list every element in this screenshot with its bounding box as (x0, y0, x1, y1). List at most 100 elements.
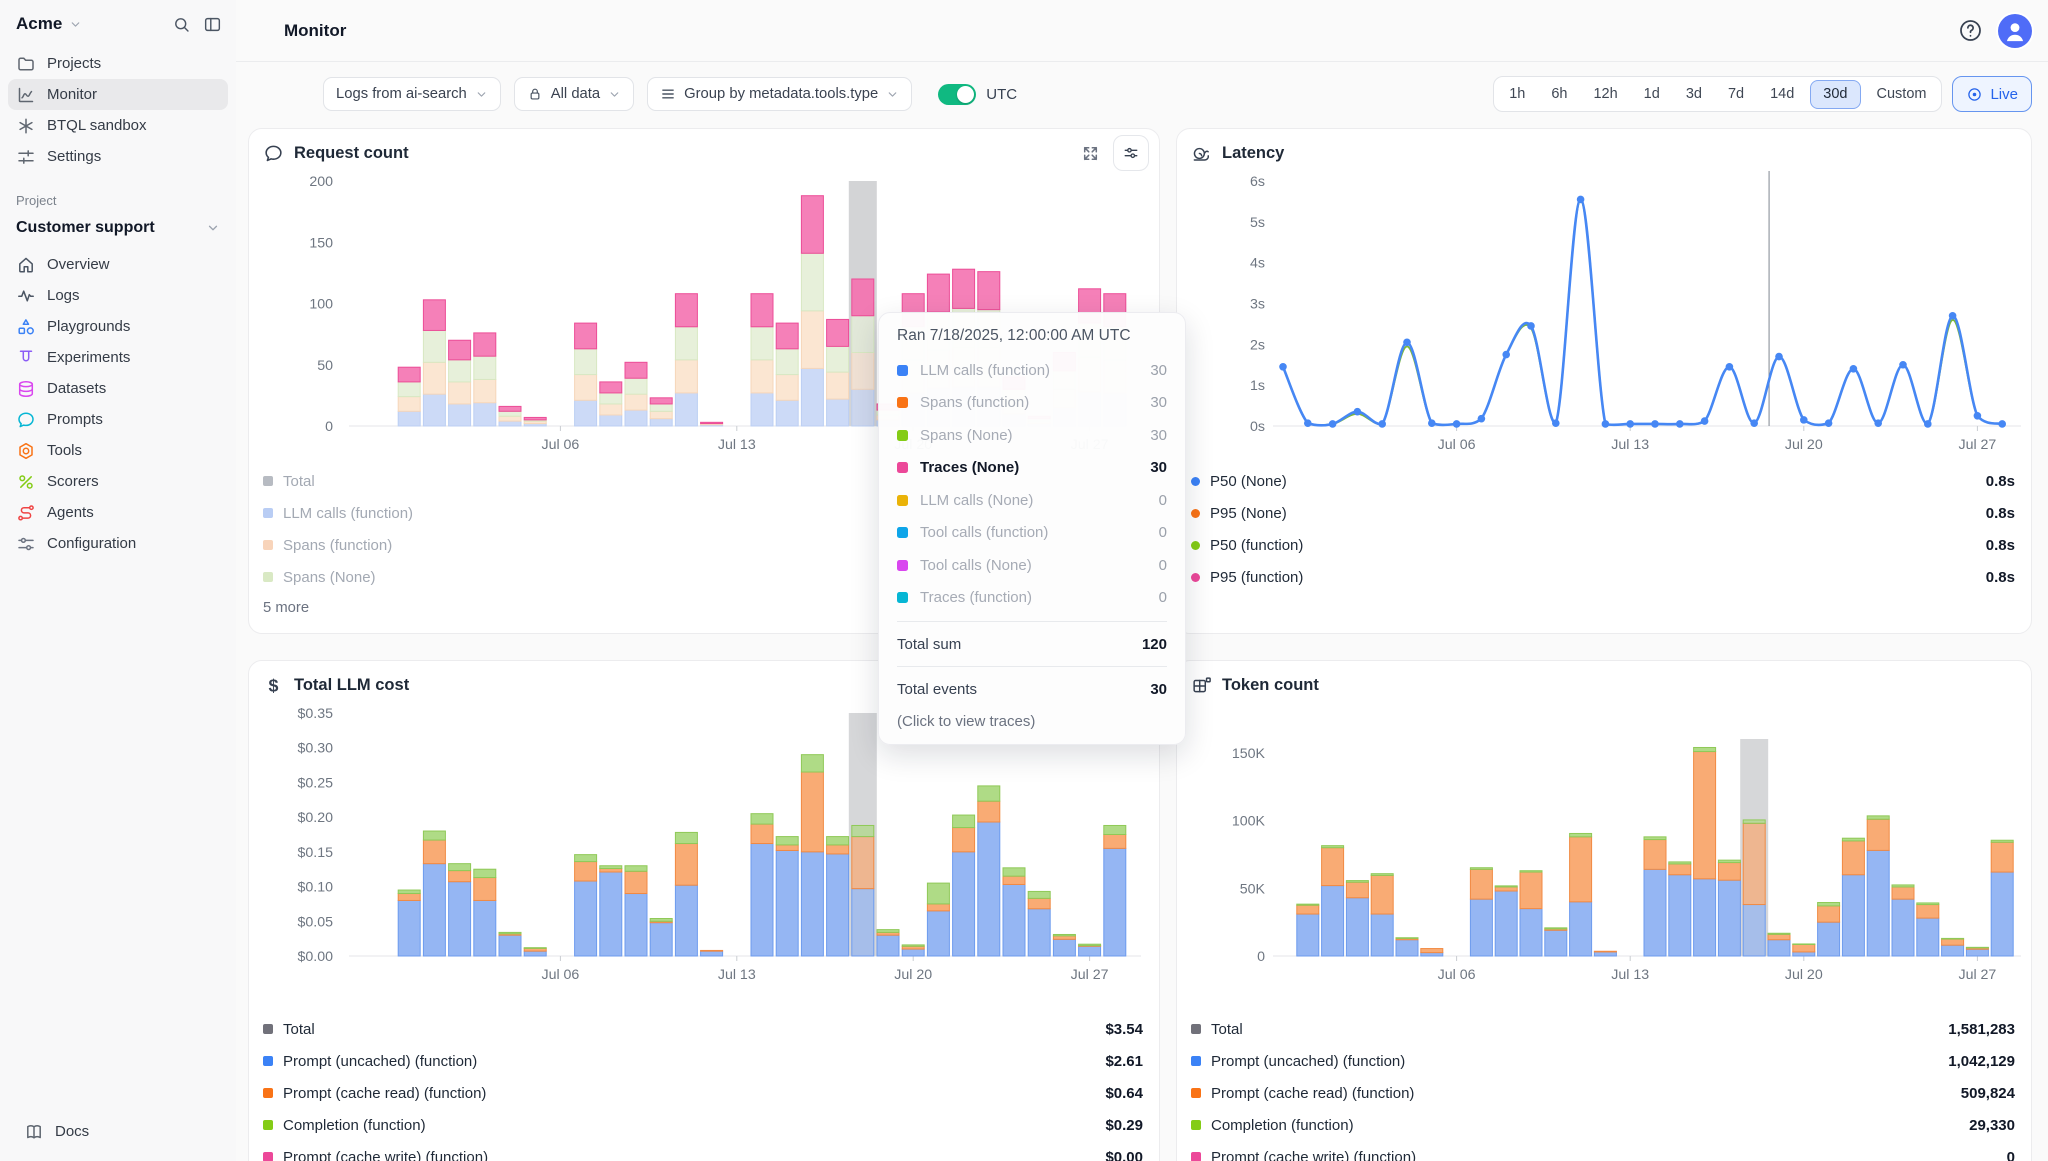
sidebar-item-scorers[interactable]: Scorers (8, 466, 228, 497)
sidebar-header: Acme (0, 0, 236, 48)
sidebar-item-experiments[interactable]: Experiments (8, 342, 228, 373)
legend-swatch (1191, 476, 1200, 486)
sidebar-item-prompts[interactable]: Prompts (8, 404, 228, 435)
sidebar-item-datasets[interactable]: Datasets (8, 373, 228, 404)
chart-settings-button[interactable] (1113, 135, 1149, 171)
legend-item-completion-function[interactable]: Completion (function) 29,330 (1191, 1109, 2015, 1141)
range-7d[interactable]: 7d (1715, 77, 1757, 111)
filter-logs-from-ai-search[interactable]: Logs from ai-search (323, 77, 501, 111)
legend-item-spans-function[interactable]: Spans (function) (263, 529, 1143, 561)
legend-item-prompt-cache-read-function[interactable]: Prompt (cache read) (function) $0.64 (263, 1077, 1143, 1109)
legend-item-p50-function[interactable]: P50 (function) 0.8s (1191, 529, 2015, 561)
help-icon[interactable] (1958, 18, 1983, 43)
legend-label: Completion (function) (1211, 1116, 1354, 1134)
request-legend: Total LLM calls (function) Spans (function… (263, 465, 1143, 623)
sidebar: Acme Projects Monitor BTQL sandbox Settings… (0, 0, 237, 1161)
series-label: Spans (function) (920, 394, 1030, 412)
sidebar-item-projects[interactable]: Projects (8, 48, 228, 79)
range-custom[interactable]: Custom (1864, 77, 1940, 111)
series-swatch (897, 527, 908, 539)
snail-icon (1191, 143, 1212, 164)
sidebar-item-label: Docs (55, 1123, 90, 1140)
legend-item-total[interactable]: Total 1,581,283 (1191, 1013, 2015, 1045)
tooltip-hint[interactable]: (Click to view traces) (897, 713, 1036, 730)
sidebar-toggle-icon[interactable] (203, 15, 222, 34)
series-label: Tool calls (None) (920, 556, 1032, 574)
legend-item-total[interactable]: Total $3.54 (263, 1013, 1143, 1045)
legend-swatch (263, 1024, 273, 1034)
utc-toggle[interactable] (938, 83, 977, 105)
svg-text:100: 100 (309, 297, 333, 313)
sidebar-item-agents[interactable]: Agents (8, 497, 228, 528)
token-count-chart[interactable]: 150K 100K 50K 0 Jul 06 Jul 13 Jul 20 Jul 27 (1177, 661, 2033, 993)
latency-chart[interactable]: 6s 5s 4s 3s 2s 1s 0s Jul 06 Jul 13 Jul 20 Jul 27 (1177, 129, 2033, 461)
sidebar-item-configuration[interactable]: Configuration (8, 528, 228, 559)
series-swatch (897, 397, 908, 409)
sidebar-item-tools[interactable]: Tools (8, 435, 228, 466)
range-1d[interactable]: 1d (1631, 77, 1673, 111)
live-button[interactable]: Live (1952, 76, 2032, 112)
search-icon[interactable] (172, 15, 191, 34)
range-14d[interactable]: 14d (1757, 77, 1807, 111)
chart-settings-icon (1122, 144, 1140, 162)
token-count-card: Token count 150K 100K 50K 0 Jul 06 Jul 13 Jul … (1176, 660, 2032, 1161)
sidebar-item-playgrounds[interactable]: Playgrounds (8, 311, 228, 342)
svg-text:50K: 50K (1240, 881, 1266, 897)
legend-item-total[interactable]: Total (263, 465, 1143, 497)
filter-all-data[interactable]: All data (513, 77, 635, 111)
legend-item-completion-function[interactable]: Completion (function) $0.29 (263, 1109, 1143, 1141)
legend-value: 0.8s (1985, 568, 2015, 586)
legend-more-link[interactable]: 5 more (263, 600, 310, 616)
legend-item-prompt-uncached-function[interactable]: Prompt (uncached) (function) 1,042,129 (1191, 1045, 2015, 1077)
total-events-label: Total events (897, 680, 978, 698)
range-1h[interactable]: 1h (1496, 77, 1538, 111)
svg-text:$0.15: $0.15 (297, 845, 333, 861)
legend-item-p50-none[interactable]: P50 (None) 0.8s (1191, 465, 2015, 497)
legend-label: Prompt (uncached) (function) (1211, 1052, 1406, 1070)
filter-group-by-metadata-tools-type[interactable]: Group by metadata.tools.type (647, 77, 913, 111)
svg-text:3s: 3s (1250, 297, 1265, 313)
legend-item-prompt-cache-write-function[interactable]: Prompt (cache write) (function) $0.00 (263, 1141, 1143, 1161)
legend-item-llm-calls-function[interactable]: LLM calls (function) (263, 497, 1143, 529)
divider (897, 621, 1167, 622)
svg-text:0: 0 (325, 419, 333, 435)
range-6h[interactable]: 6h (1538, 77, 1580, 111)
project-name: Customer support (16, 219, 155, 236)
svg-text:Jul 20: Jul 20 (1785, 967, 1823, 983)
legend-swatch (1191, 572, 1200, 582)
expand-button[interactable] (1076, 139, 1104, 167)
legend-item-prompt-uncached-function[interactable]: Prompt (uncached) (function) $2.61 (263, 1045, 1143, 1077)
tooltip-row-traces-none: Traces (None) 30 (897, 452, 1167, 485)
range-12h[interactable]: 12h (1580, 77, 1630, 111)
series-value: 30 (1150, 394, 1167, 412)
legend-item-prompt-cache-read-function[interactable]: Prompt (cache read) (function) 509,824 (1191, 1077, 2015, 1109)
legend-item-p95-none[interactable]: P95 (None) 0.8s (1191, 497, 2015, 529)
range-3d[interactable]: 3d (1673, 77, 1715, 111)
legend-item-p95-function[interactable]: P95 (function) 0.8s (1191, 561, 2015, 593)
series-label: LLM calls (None) (920, 491, 1034, 509)
sidebar-item-btql-sandbox[interactable]: BTQL sandbox (8, 110, 228, 141)
legend-item-spans-none[interactable]: Spans (None) (263, 561, 1143, 593)
project-switcher[interactable]: Customer support (0, 213, 236, 243)
database-icon (16, 379, 36, 399)
range-30d[interactable]: 30d (1810, 79, 1861, 109)
legend-label: Total (1211, 1020, 1243, 1038)
series-value: 0 (1158, 524, 1167, 542)
avatar[interactable] (1998, 13, 2032, 48)
svg-text:2s: 2s (1250, 337, 1265, 353)
legend-value: 0 (2006, 1148, 2015, 1161)
sidebar-item-label: Datasets (47, 380, 107, 397)
workspace-switcher[interactable]: Acme (16, 14, 82, 34)
sidebar-item-label: Experiments (47, 349, 131, 366)
sidebar-item-overview[interactable]: Overview (8, 249, 228, 280)
sidebar-item-logs[interactable]: Logs (8, 280, 228, 311)
legend-swatch (1191, 1120, 1201, 1130)
legend-item-prompt-cache-write-function[interactable]: Prompt (cache write) (function) 0 (1191, 1141, 2015, 1161)
svg-text:Jul 13: Jul 13 (718, 437, 756, 453)
svg-text:50: 50 (317, 358, 333, 374)
sidebar-item-settings[interactable]: Settings (8, 141, 228, 172)
sidebar-item-docs[interactable]: Docs (16, 1116, 220, 1147)
sidebar-item-monitor[interactable]: Monitor (8, 79, 228, 110)
legend-swatch (1191, 1056, 1201, 1066)
